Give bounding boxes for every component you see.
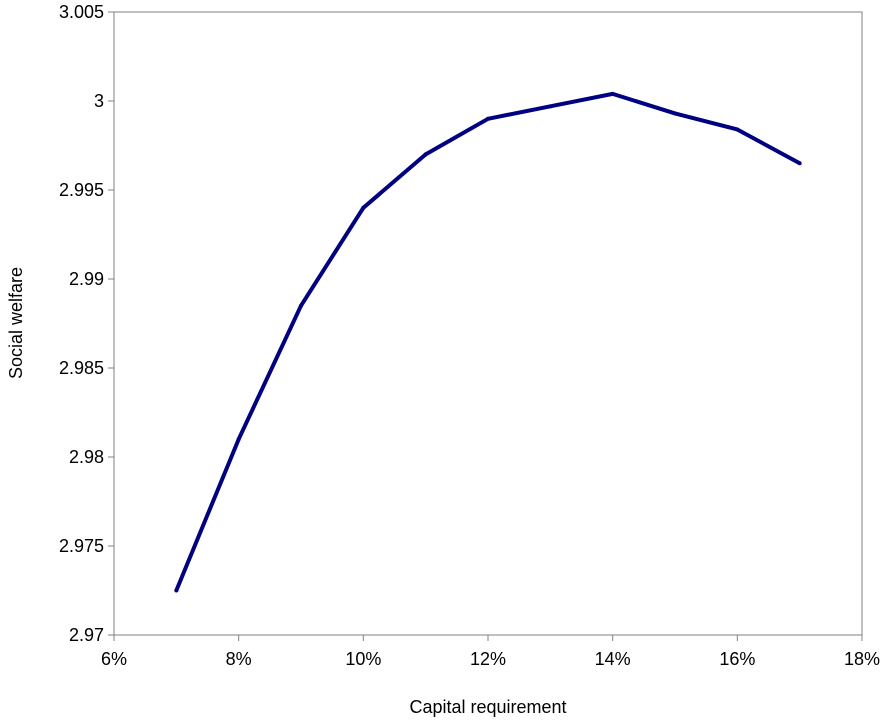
data-point — [548, 104, 553, 109]
y-tick-label: 2.97 — [69, 625, 104, 645]
data-point — [797, 161, 802, 166]
x-axis-label: Capital requirement — [409, 697, 566, 717]
y-axis-ticks: 2.97 2.975 2.98 2.985 2.99 2.995 3 3.005 — [59, 2, 114, 645]
data-point — [361, 205, 366, 210]
data-point — [423, 152, 428, 157]
x-tick-label: 6% — [101, 649, 127, 669]
x-tick-label: 18% — [844, 649, 880, 669]
x-tick-label: 12% — [470, 649, 506, 669]
y-tick-label: 2.995 — [59, 180, 104, 200]
data-point — [610, 91, 615, 96]
y-axis-label: Social welfare — [6, 267, 26, 379]
x-tick-label: 8% — [226, 649, 252, 669]
data-point — [735, 127, 740, 132]
y-tick-label: 2.975 — [59, 536, 104, 556]
x-tick-label: 16% — [719, 649, 755, 669]
series-line — [174, 91, 801, 592]
plot-area — [113, 11, 863, 636]
data-point — [673, 111, 677, 116]
x-tick-label: 10% — [345, 649, 381, 669]
y-tick-label: 2.985 — [59, 358, 104, 378]
series-layer — [174, 91, 802, 593]
data-point — [174, 588, 179, 593]
x-tick-label: 14% — [595, 649, 631, 669]
y-tick-label: 3 — [94, 91, 104, 111]
data-point — [299, 303, 303, 308]
y-tick-label: 3.005 — [59, 2, 104, 22]
data-point — [236, 437, 241, 442]
y-tick-label: 2.99 — [69, 269, 104, 289]
data-point — [486, 116, 490, 121]
x-axis-ticks: 6% 8% 10% 12% 14% 16% 18% — [101, 635, 880, 669]
y-tick-label: 2.98 — [69, 447, 104, 467]
